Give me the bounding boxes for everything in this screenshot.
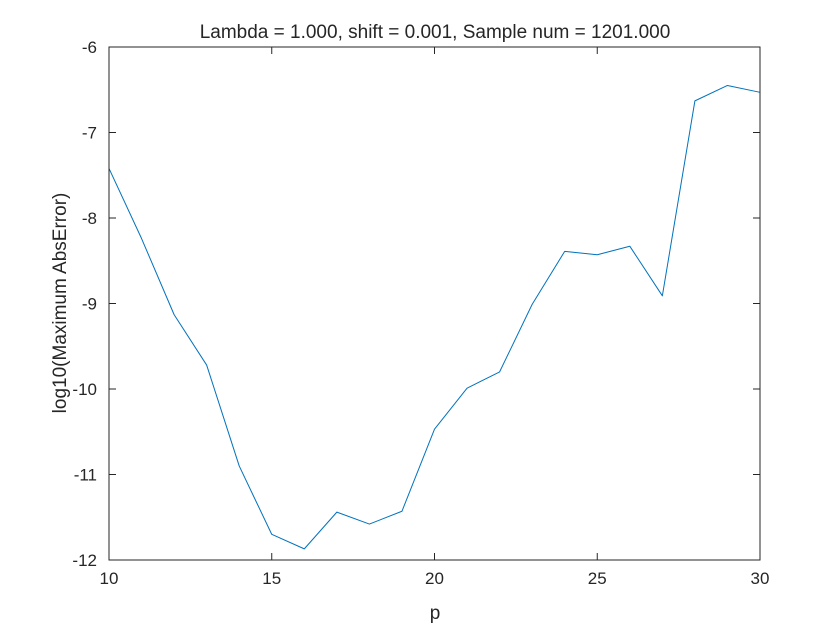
chart-title: Lambda = 1.000, shift = 0.001, Sample nu… (200, 22, 671, 43)
y-tick-label: -12 (72, 551, 97, 570)
y-tick-label: -9 (82, 295, 97, 314)
x-tick-label: 30 (751, 569, 770, 588)
y-axis-title: log10(Maximum AbsError) (50, 193, 71, 414)
series-layer (108, 84, 761, 550)
y-tick-label: -7 (82, 124, 97, 143)
ticks: 10 15 20 25 30 -6 -7 -8 -9 -10 -11 -12 (72, 38, 769, 588)
y-tick-label: -8 (82, 209, 97, 228)
x-tick-label: 25 (588, 569, 607, 588)
x-tick-label: 10 (100, 569, 119, 588)
y-tick-label: -6 (82, 38, 97, 57)
x-tick-label: 20 (425, 569, 444, 588)
x-tick-label: 15 (262, 569, 281, 588)
y-tick-label: -11 (74, 466, 97, 485)
series-line-0 (108, 84, 761, 550)
plot-area (109, 47, 760, 560)
y-tick-label: -10 (72, 380, 97, 399)
x-axis-title: p (430, 603, 441, 624)
